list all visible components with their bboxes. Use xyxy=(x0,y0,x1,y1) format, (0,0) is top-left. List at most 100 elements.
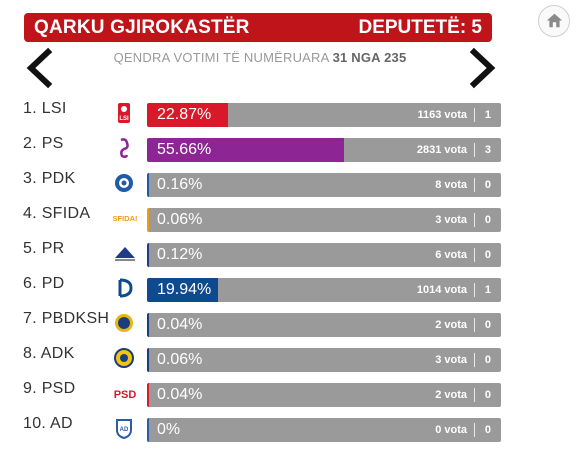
party-name: 8. ADK xyxy=(23,345,75,362)
party-votes: 2 vota xyxy=(435,319,467,331)
psd-logo: PSD xyxy=(112,382,137,402)
region-header: QARKU GJIROKASTËR DEPUTETË: 5 xyxy=(24,13,492,42)
adk-logo xyxy=(112,347,136,368)
party-bar: 0.04% 2 vota 0 xyxy=(147,313,501,337)
pdk-logo xyxy=(112,172,136,192)
home-button[interactable] xyxy=(538,5,570,37)
separator xyxy=(474,178,475,192)
party-percent: 0.06% xyxy=(157,211,203,228)
party-mandates: 0 xyxy=(484,179,491,191)
party-mandates: 1 xyxy=(484,284,491,296)
party-bar-fill xyxy=(147,138,345,162)
party-bar: 19.94% 1014 vota 1 xyxy=(147,278,501,302)
pd-logo xyxy=(112,277,136,298)
party-votes: 1163 vota xyxy=(417,109,467,121)
svg-text:LSI: LSI xyxy=(119,116,129,122)
party-row: 4. SFIDA SFIDA! 0.06% 3 vota 0 xyxy=(0,205,576,232)
separator xyxy=(474,143,475,157)
party-percent: 0.12% xyxy=(157,246,203,263)
svg-text:PSD: PSD xyxy=(114,389,137,401)
party-mandates: 0 xyxy=(484,249,491,261)
party-percent: 0% xyxy=(157,421,181,438)
party-mandates: 0 xyxy=(484,424,491,436)
party-bar-fill xyxy=(147,278,218,302)
party-mandates: 0 xyxy=(484,354,491,366)
party-votes: 3 vota xyxy=(435,214,467,226)
party-bar-fill xyxy=(147,418,149,442)
party-votes: 2831 vota xyxy=(416,144,467,156)
chevron-left-icon xyxy=(26,47,53,89)
party-bar: 55.66% 2831 vota 3 xyxy=(147,138,501,162)
party-row: 2. PS 55.66% 2831 vota 3 xyxy=(0,135,576,162)
party-percent: 19.94% xyxy=(157,281,212,298)
party-bar-fill xyxy=(147,243,149,267)
separator xyxy=(474,353,475,367)
party-bar: 0% 0 vota 0 xyxy=(147,418,501,442)
chevron-right-icon xyxy=(469,47,496,89)
separator xyxy=(474,108,475,122)
party-bar: 0.06% 3 vota 0 xyxy=(147,208,501,232)
svg-text:SFIDA!: SFIDA! xyxy=(113,214,138,223)
party-row: 3. PDK 0.16% 8 vota 0 xyxy=(0,170,576,197)
home-icon xyxy=(546,13,563,28)
party-votes: 1014 vota xyxy=(416,284,467,296)
lsi-logo: LSI xyxy=(112,102,136,123)
ps-logo xyxy=(112,137,136,159)
party-name: 4. SFIDA xyxy=(23,205,91,222)
party-mandates: 1 xyxy=(484,109,491,121)
party-mandates: 0 xyxy=(484,319,491,331)
party-bar: 0.16% 8 vota 0 xyxy=(147,173,501,197)
party-votes: 2 vota xyxy=(435,389,467,401)
party-percent: 0.04% xyxy=(157,316,203,333)
party-name: 6. PD xyxy=(23,275,65,292)
party-bar-fill xyxy=(147,208,149,232)
party-name: 9. PSD xyxy=(23,380,76,397)
party-name: 1. LSI xyxy=(23,100,67,117)
separator xyxy=(474,213,475,227)
party-bar: 0.06% 3 vota 0 xyxy=(147,348,501,372)
party-percent: 0.04% xyxy=(157,386,203,403)
party-bar-fill xyxy=(147,313,149,337)
party-votes: 8 vota xyxy=(435,179,467,191)
party-name: 7. PBDKSH xyxy=(23,310,110,327)
separator xyxy=(474,423,475,437)
party-bar-fill xyxy=(147,348,149,372)
party-row: 10. AD AD 0% 0 vota 0 xyxy=(0,415,576,442)
party-mandates: 0 xyxy=(484,389,491,401)
separator xyxy=(474,248,475,262)
party-bar-fill xyxy=(147,103,228,127)
party-row: 8. ADK 0.06% 3 vota 0 xyxy=(0,345,576,372)
party-percent: 0.06% xyxy=(157,351,203,368)
party-name: 5. PR xyxy=(23,240,65,257)
party-bar-fill xyxy=(147,173,149,197)
counted-value: 31 NGA 235 xyxy=(332,50,407,65)
pr-logo xyxy=(112,242,136,262)
region-title: QARKU GJIROKASTËR xyxy=(34,17,250,38)
party-bar: 22.87% 1163 vota 1 xyxy=(147,103,501,127)
party-percent: 55.66% xyxy=(157,141,212,158)
party-name: 10. AD xyxy=(23,415,73,432)
next-region-button[interactable] xyxy=(468,47,498,89)
party-votes: 0 vota xyxy=(435,424,467,436)
party-bar: 0.12% 6 vota 0 xyxy=(147,243,501,267)
separator xyxy=(474,318,475,332)
party-row: 7. PBDKSH 0.04% 2 vota 0 xyxy=(0,310,576,337)
party-row: 1. LSI LSI 22.87% 1163 vota 1 xyxy=(0,100,576,127)
party-name: 3. PDK xyxy=(23,170,76,187)
party-votes: 3 vota xyxy=(435,354,467,366)
seats-count: DEPUTETË: 5 xyxy=(358,17,482,38)
svg-text:AD: AD xyxy=(120,427,129,433)
party-row: 5. PR 0.12% 6 vota 0 xyxy=(0,240,576,267)
party-mandates: 3 xyxy=(484,144,491,156)
party-name: 2. PS xyxy=(23,135,64,152)
prev-region-button[interactable] xyxy=(24,47,54,89)
party-bar: 0.04% 2 vota 0 xyxy=(147,383,501,407)
party-mandates: 0 xyxy=(484,214,491,226)
separator xyxy=(474,388,475,402)
party-percent: 22.87% xyxy=(157,106,212,123)
party-percent: 0.16% xyxy=(157,176,203,193)
separator xyxy=(474,283,475,297)
party-votes: 6 vota xyxy=(435,249,467,261)
party-row: 9. PSD PSD 0.04% 2 vota 0 xyxy=(0,380,576,407)
sfida-logo: SFIDA! xyxy=(112,207,138,227)
